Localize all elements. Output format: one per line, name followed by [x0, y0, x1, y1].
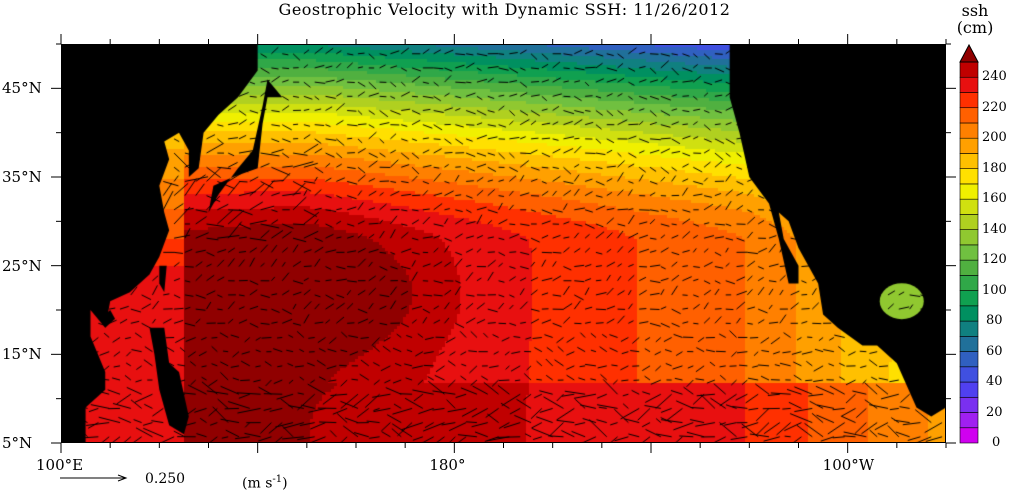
x-tick-label: 180° — [429, 456, 466, 474]
colorbar-tick-label: 20 — [986, 404, 1003, 420]
colorbar-tick-label: 120 — [982, 252, 1007, 268]
colorbar-bin — [959, 229, 979, 246]
plot-title: Geostrophic Velocity with Dynamic SSH: 1… — [278, 0, 731, 19]
colorbar-bin — [959, 61, 979, 78]
colorbar-bin — [959, 122, 979, 139]
colorbar-tick-label: 140 — [982, 221, 1007, 237]
vector-key-value: 0.250 — [145, 471, 186, 487]
colorbar-bin — [959, 366, 979, 383]
colorbar-bin — [959, 153, 979, 169]
colorbar-bin — [959, 183, 979, 200]
colorbar-bin — [959, 168, 979, 185]
colorbar-tick-label: 80 — [986, 313, 1003, 329]
colorbar-bin — [959, 381, 979, 398]
y-tick-label: 5°N — [2, 434, 33, 452]
colorbar-tick-label: 200 — [982, 130, 1007, 146]
y-tick-label: 15°N — [2, 345, 42, 364]
colorbar-label-var: ssh — [961, 1, 989, 20]
y-tick-label: 25°N — [2, 256, 42, 275]
colorbar-bin — [959, 259, 979, 276]
colorbar-tick-label: 100 — [982, 282, 1007, 298]
colorbar-bin — [959, 320, 979, 337]
colorbar-bin — [959, 275, 979, 291]
colorbar-tick-label: 240 — [982, 69, 1007, 85]
colorbar-bin — [959, 76, 979, 93]
y-tick-label: 45°N — [2, 79, 42, 98]
colorbar-label: ssh (cm) — [950, 2, 1000, 36]
vector-key-arrow — [60, 474, 128, 482]
colorbar-tick-label: 220 — [982, 99, 1007, 115]
ssh-map — [61, 44, 946, 443]
colorbar-bin — [959, 305, 979, 322]
colorbar-bin — [959, 107, 979, 124]
colorbar-overflow-triangle — [959, 43, 979, 63]
colorbar-bin — [959, 198, 979, 215]
colorbar-bin — [959, 92, 979, 109]
colorbar-bin — [959, 351, 979, 368]
colorbar-label-unit: (cm) — [956, 18, 994, 37]
colorbar-bin — [959, 290, 979, 307]
colorbar-tick-label: 180 — [982, 160, 1007, 176]
colorbar-bin — [959, 396, 979, 413]
y-tick-label: 35°N — [2, 168, 42, 186]
colorbar-tick-label: 60 — [986, 343, 1003, 359]
x-tick-label: 100°E — [36, 456, 84, 474]
colorbar-tick-label: 40 — [986, 374, 1003, 390]
colorbar-bin — [959, 137, 979, 154]
colorbar-tick-label: 160 — [982, 191, 1007, 207]
colorbar-bin — [959, 214, 979, 230]
vector-key-units: (m s-1) — [242, 474, 288, 492]
colorbar-bin — [959, 244, 979, 261]
colorbar-bin — [959, 427, 979, 444]
x-tick-label: 100°W — [822, 456, 875, 474]
map-frame — [61, 44, 946, 443]
colorbar-tick-label: 0 — [992, 435, 1001, 450]
colorbar-bin — [959, 336, 979, 352]
colorbar-bin — [959, 412, 979, 429]
